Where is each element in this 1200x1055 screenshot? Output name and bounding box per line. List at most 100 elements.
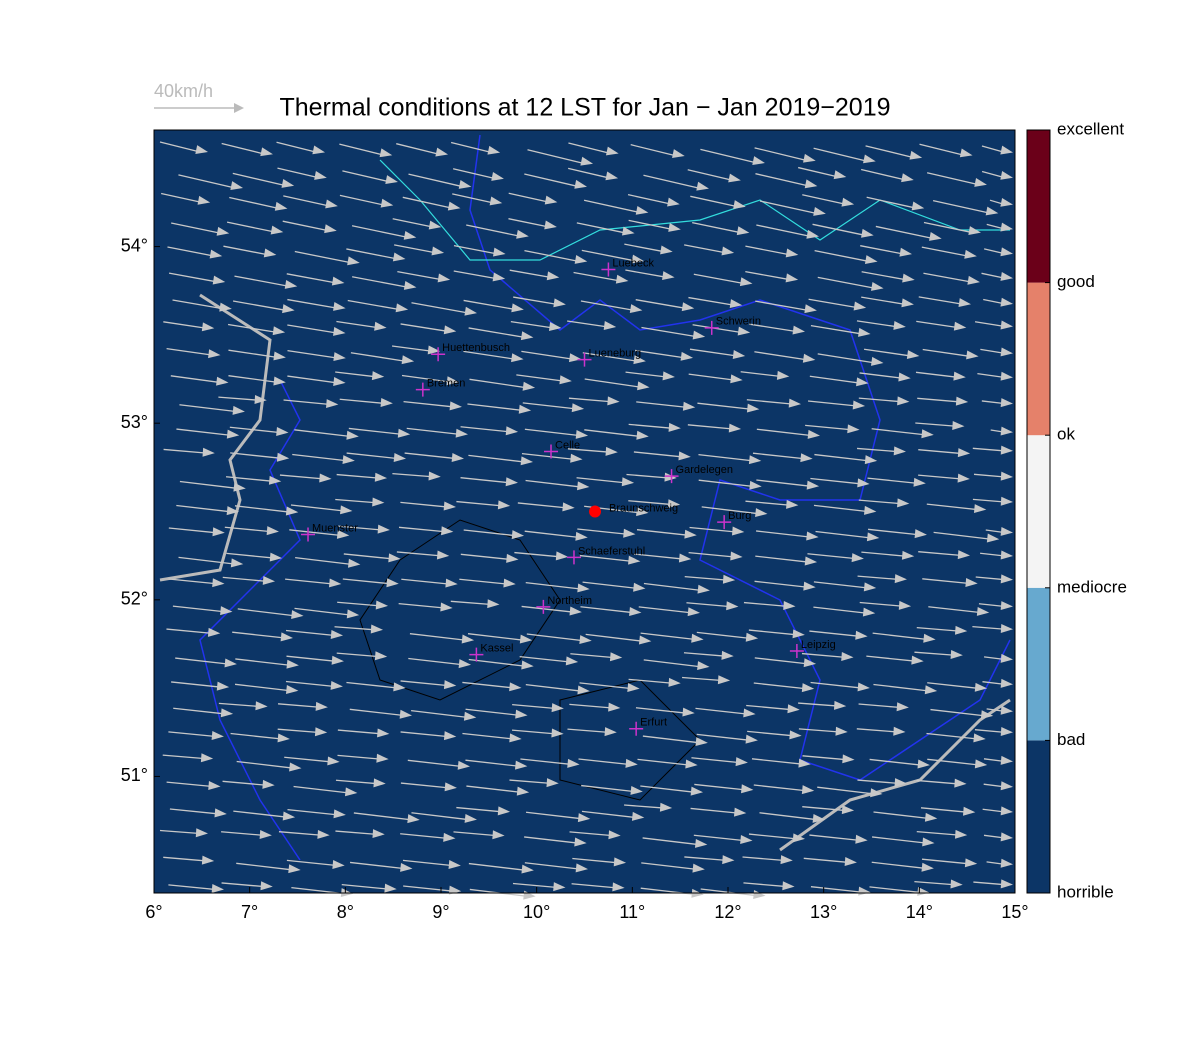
wind-arrowhead — [333, 352, 346, 362]
x-tick-label: 10° — [523, 902, 550, 922]
city-marker — [704, 320, 719, 335]
wind-arrow — [407, 759, 463, 768]
wind-arrow — [691, 757, 740, 764]
wind-arrowhead — [623, 528, 636, 538]
wind-arrowhead — [953, 371, 966, 381]
wind-arrow — [524, 173, 580, 188]
wind-arrow — [748, 833, 798, 840]
wind-arrow — [346, 248, 398, 260]
wind-arrowhead — [749, 480, 762, 490]
colorbar-segment — [1027, 587, 1050, 741]
wind-arrow — [294, 250, 352, 264]
wind-arrow — [810, 325, 863, 335]
wind-arrowhead — [492, 830, 505, 840]
wind-arrow — [923, 272, 973, 283]
wind-arrow — [346, 452, 399, 460]
wind-arrow — [351, 225, 409, 239]
wind-arrowhead — [685, 759, 698, 769]
wind-arrowhead — [461, 634, 475, 644]
wind-arrowhead — [314, 171, 327, 180]
wind-arrowhead — [980, 710, 994, 720]
wind-arrow — [520, 758, 572, 766]
wind-arrowhead — [631, 254, 645, 264]
wind-arrow — [525, 683, 582, 692]
wind-arrowhead — [272, 326, 286, 336]
wind-arrowhead — [372, 829, 385, 839]
wind-arrowhead — [376, 753, 389, 763]
wind-arrowhead — [955, 396, 969, 406]
wind-arrowhead — [607, 396, 620, 406]
wind-arrowhead — [957, 473, 970, 483]
wind-arrow — [808, 298, 859, 309]
wind-arrow — [687, 169, 733, 181]
wind-arrowhead — [902, 273, 915, 283]
wind-arrowhead — [682, 707, 695, 717]
wind-arrowhead — [950, 650, 963, 659]
wind-arrowhead — [636, 507, 649, 517]
wind-arrowhead — [864, 455, 878, 465]
chart-title: Thermal conditions at 12 LST for Jan − J… — [279, 94, 890, 122]
wind-arrowhead — [921, 429, 934, 439]
wind-arrowhead — [841, 197, 855, 207]
wind-arrow — [815, 530, 872, 539]
wind-arrow — [223, 245, 269, 256]
wind-arrowhead — [285, 506, 299, 516]
wind-arrow — [917, 397, 961, 403]
wind-arrowhead — [505, 477, 518, 487]
wind-arrowhead — [613, 857, 627, 867]
wind-arrow — [974, 729, 1006, 734]
wind-arrowhead — [717, 675, 731, 685]
wind-arrow — [932, 200, 991, 214]
wind-arrow — [802, 755, 847, 761]
wind-arrowhead — [752, 156, 765, 165]
wind-arrow — [352, 276, 409, 289]
wind-arrow — [914, 881, 955, 886]
wind-arrow — [635, 707, 687, 714]
wind-arrowhead — [866, 532, 880, 542]
wind-arrow — [689, 526, 737, 533]
wind-arrowhead — [575, 863, 589, 873]
wind-arrowhead — [630, 785, 643, 795]
colorbar-label: mediocre — [1057, 577, 1127, 596]
wind-arrow — [817, 353, 876, 364]
wind-arrow — [579, 682, 632, 690]
wind-arrowhead — [812, 813, 825, 823]
wind-arrowhead — [312, 145, 326, 155]
wind-arrow — [411, 709, 469, 719]
wind-arrow — [222, 780, 267, 786]
wind-arrow — [339, 398, 385, 405]
wind-arrow — [803, 857, 849, 864]
wind-arrowhead — [906, 350, 920, 360]
wind-arrowhead — [436, 550, 450, 560]
wind-arrow — [163, 321, 207, 329]
x-tick-label: 7° — [241, 902, 258, 922]
wind-arrow — [400, 680, 449, 687]
wind-arrow — [918, 551, 963, 557]
wind-arrow — [861, 271, 907, 281]
country-border — [779, 698, 1011, 852]
wind-arrow — [408, 657, 464, 666]
wind-arrowhead — [792, 833, 806, 843]
wind-arrowhead — [448, 885, 462, 895]
wind-arrow — [466, 224, 521, 238]
wind-arrowhead — [446, 376, 459, 386]
wind-arrow — [570, 653, 615, 659]
wind-arrowhead — [274, 201, 288, 211]
wind-arrowhead — [449, 401, 462, 411]
wind-arrowhead — [893, 726, 906, 736]
wind-arrowhead — [428, 220, 442, 230]
city-marker — [536, 599, 551, 614]
wind-arrow — [873, 683, 930, 692]
wind-arrowhead — [444, 782, 457, 792]
wind-arrowhead — [201, 322, 215, 332]
wind-arrowhead — [745, 734, 758, 744]
city-marker — [717, 515, 732, 530]
wind-arrowhead — [347, 558, 361, 568]
wind-arrowhead — [958, 298, 972, 308]
wind-arrow — [640, 785, 696, 793]
wind-arrow — [353, 812, 412, 821]
wind-arrowhead — [276, 452, 290, 462]
wind-arrowhead — [443, 680, 457, 690]
wind-arrowhead — [317, 829, 330, 839]
wind-arrow — [625, 269, 667, 278]
